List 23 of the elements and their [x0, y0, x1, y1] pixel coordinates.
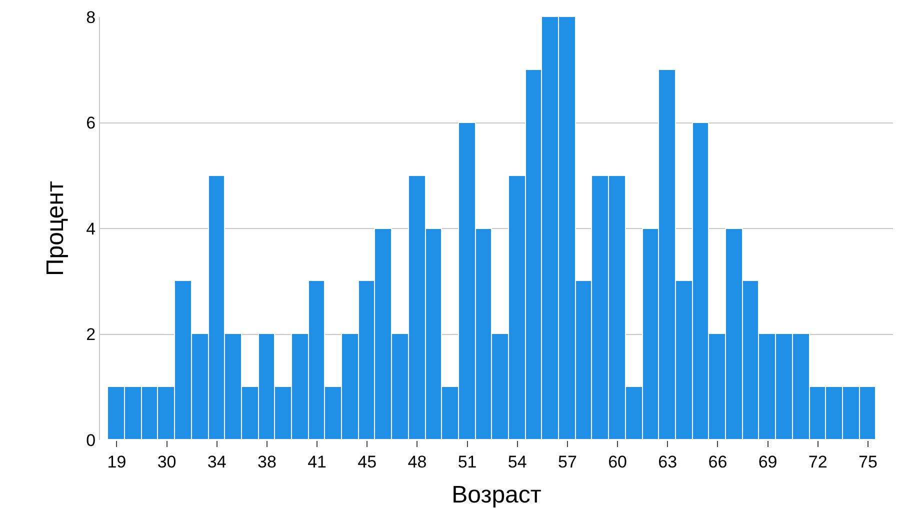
x-tick-label: 54: [508, 452, 527, 472]
x-tick-label: 51: [458, 452, 477, 472]
y-tick-label: 8: [86, 8, 96, 27]
x-tick-label: 60: [608, 452, 627, 472]
x-tick-label: 30: [157, 452, 176, 472]
x-axis-title: Возраст: [452, 482, 542, 509]
y-tick-label: 4: [86, 219, 96, 238]
x-tick-label: 57: [558, 452, 577, 472]
y-tick-label: 6: [86, 114, 96, 133]
x-tick-label: 66: [708, 452, 728, 472]
x-tick-label: 48: [408, 452, 427, 472]
x-tick-label: 72: [808, 452, 828, 472]
x-tick-label: 19: [107, 452, 126, 472]
y-tick-label: 2: [86, 325, 96, 344]
x-tick-label: 45: [358, 452, 377, 472]
x-tick-label: 63: [658, 452, 678, 472]
x-tick-label: 69: [758, 452, 778, 472]
x-tick-label: 75: [858, 452, 878, 472]
x-tick-label: 41: [308, 452, 326, 472]
y-tick-label: 0: [86, 430, 96, 450]
y-axis-title: Процент: [42, 180, 70, 276]
x-tick-label: 34: [207, 452, 226, 472]
x-tick-label: 38: [257, 452, 276, 472]
